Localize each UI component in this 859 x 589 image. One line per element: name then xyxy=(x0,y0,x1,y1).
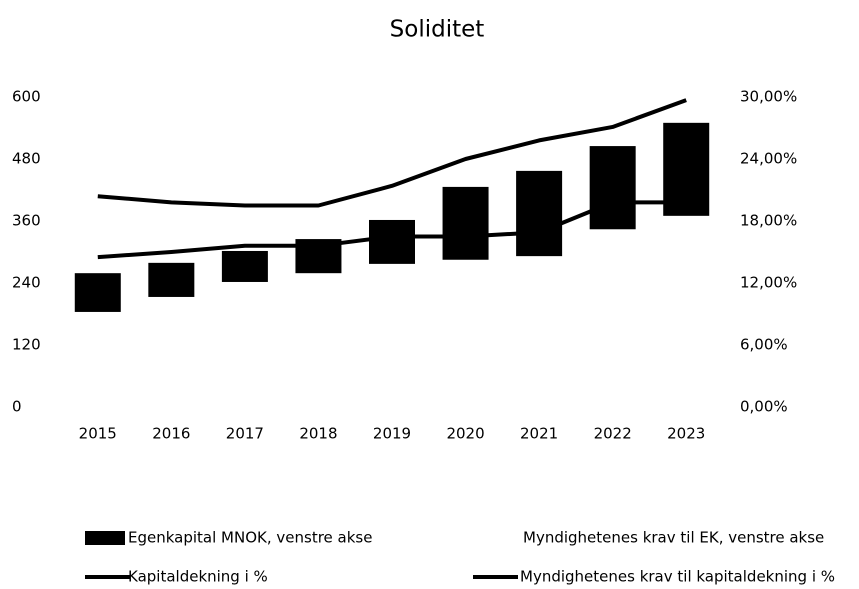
legend-label: Myndighetenes krav til kapitaldekning i … xyxy=(520,568,835,586)
chart-title: Soliditet xyxy=(390,17,485,43)
y2-tick-label: 30,00% xyxy=(740,88,797,106)
bar xyxy=(295,273,341,407)
x-tick-label: 2016 xyxy=(152,425,190,443)
bar xyxy=(222,282,268,407)
x-tick-label: 2023 xyxy=(667,425,705,443)
y2-tick-label: 12,00% xyxy=(740,274,797,292)
x-tick-label: 2020 xyxy=(446,425,484,443)
x-tick-label: 2017 xyxy=(226,425,264,443)
x-tick-label: 2018 xyxy=(299,425,337,443)
bar xyxy=(590,229,636,407)
bar xyxy=(663,216,709,407)
bar xyxy=(589,146,636,230)
y-tick-label: 120 xyxy=(12,336,41,354)
bar xyxy=(443,260,489,407)
y-tick-label: 600 xyxy=(12,88,41,106)
legend-label: Kapitaldekning i % xyxy=(128,568,268,586)
bar xyxy=(74,273,121,312)
bar xyxy=(369,219,415,264)
bar xyxy=(148,297,194,407)
y-tick-label: 360 xyxy=(12,212,41,230)
y2-tick-label: 18,00% xyxy=(740,212,797,230)
legend-label: Egenkapital MNOK, venstre akse xyxy=(128,529,372,547)
legend-marker xyxy=(473,531,513,545)
bar xyxy=(442,186,489,260)
y2-tick-label: 24,00% xyxy=(740,150,797,168)
x-tick-label: 2019 xyxy=(373,425,411,443)
bar xyxy=(369,264,415,407)
bar xyxy=(75,312,121,407)
bar xyxy=(663,122,710,216)
y-tick-label: 240 xyxy=(12,274,41,292)
y2-tick-label: 6,00% xyxy=(740,336,788,354)
y-tick-label: 480 xyxy=(12,150,41,168)
bar xyxy=(148,262,195,297)
x-tick-label: 2022 xyxy=(594,425,632,443)
bar xyxy=(221,250,268,282)
bar xyxy=(516,256,562,407)
legend-label: Myndighetenes krav til EK, venstre akse xyxy=(523,529,824,547)
bar xyxy=(516,170,563,257)
line-series xyxy=(97,200,687,260)
legend-marker xyxy=(85,531,125,545)
x-tick-label: 2015 xyxy=(79,425,117,443)
x-tick-label: 2021 xyxy=(520,425,558,443)
line-series xyxy=(97,98,687,208)
y2-tick-label: 0,00% xyxy=(740,398,788,416)
y-tick-label: 0 xyxy=(12,398,22,416)
